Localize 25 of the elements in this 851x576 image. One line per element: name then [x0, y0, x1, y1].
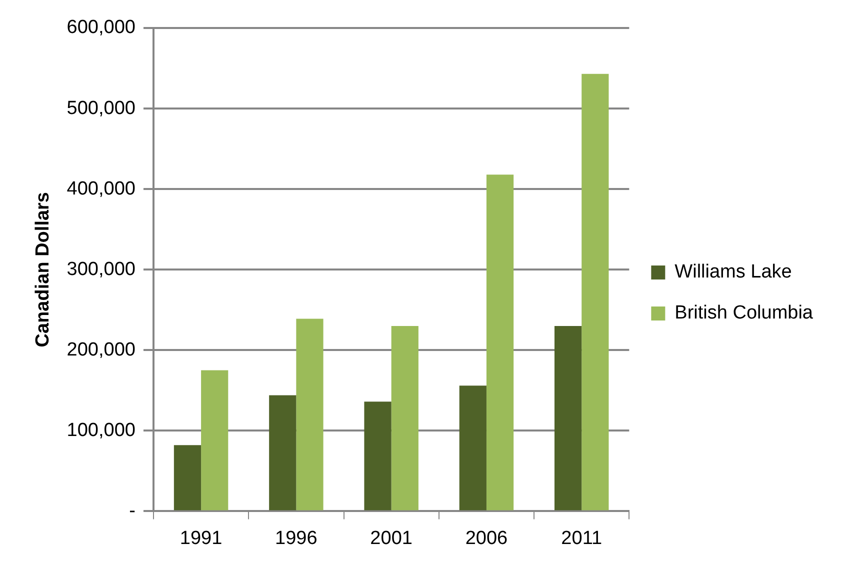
x-tick-label: 2001 [370, 528, 412, 549]
bar [486, 174, 514, 510]
bar [201, 370, 228, 510]
legend-label: British Columbia [674, 302, 814, 324]
y-tick-label: 500,000 [66, 98, 136, 119]
legend-label: Williams Lake [674, 262, 792, 283]
y-tick-label: 400,000 [66, 178, 136, 200]
bar [459, 386, 486, 510]
y-tick-label: - [129, 500, 136, 522]
y-tick-label: 300,000 [66, 258, 136, 280]
bar [174, 445, 202, 510]
x-tick-label: 2006 [465, 528, 508, 549]
y-axis-title: Canadian Dollars [32, 192, 54, 348]
x-tick-label: 2011 [561, 528, 602, 549]
bar [364, 402, 392, 510]
bar [269, 395, 296, 510]
bar [582, 74, 609, 510]
y-tick-label: 100,000 [66, 420, 136, 441]
bar [554, 326, 582, 510]
x-tick-label: 1996 [275, 528, 318, 549]
y-tick-label: 200,000 [66, 339, 136, 360]
y-tick-label: 600,000 [66, 17, 136, 38]
x-tick-label: 1991 [180, 528, 222, 549]
bar [391, 326, 418, 510]
bar [296, 318, 324, 510]
